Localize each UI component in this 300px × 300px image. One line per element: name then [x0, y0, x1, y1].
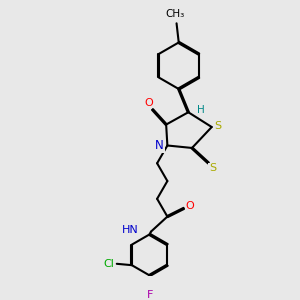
Text: N: N	[155, 139, 164, 152]
Text: H: H	[197, 104, 205, 115]
Text: O: O	[144, 98, 153, 108]
Text: CH₃: CH₃	[165, 9, 184, 19]
Text: Cl: Cl	[104, 259, 115, 269]
Text: S: S	[209, 164, 216, 173]
Text: F: F	[146, 290, 153, 300]
Text: O: O	[185, 201, 194, 211]
Text: S: S	[214, 121, 221, 131]
Text: HN: HN	[122, 225, 139, 235]
